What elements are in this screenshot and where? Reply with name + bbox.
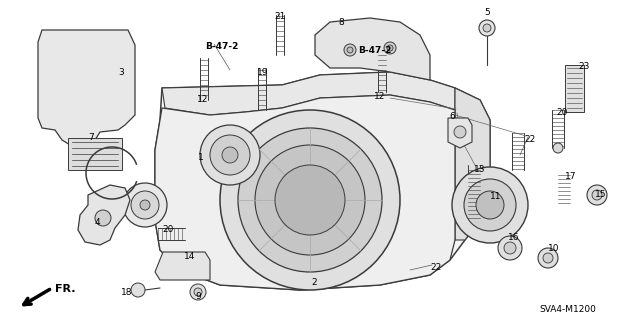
Circle shape xyxy=(592,190,602,200)
Circle shape xyxy=(543,253,553,263)
Circle shape xyxy=(464,179,516,231)
Circle shape xyxy=(454,126,466,138)
Polygon shape xyxy=(315,18,430,80)
Circle shape xyxy=(553,143,563,153)
Text: 7: 7 xyxy=(88,133,93,142)
Text: 13: 13 xyxy=(474,165,486,174)
Polygon shape xyxy=(448,118,472,148)
Circle shape xyxy=(483,24,491,32)
Text: 15: 15 xyxy=(595,190,607,199)
Circle shape xyxy=(452,167,528,243)
Text: 19: 19 xyxy=(257,68,269,77)
Circle shape xyxy=(476,191,504,219)
Circle shape xyxy=(131,191,159,219)
Text: B-47-2: B-47-2 xyxy=(358,46,392,55)
Circle shape xyxy=(194,288,202,296)
Text: 8: 8 xyxy=(338,18,344,27)
Circle shape xyxy=(479,20,495,36)
Circle shape xyxy=(95,210,111,226)
Text: 16: 16 xyxy=(508,233,520,242)
Text: 4: 4 xyxy=(95,218,100,227)
Text: 2: 2 xyxy=(311,278,317,287)
Text: 12: 12 xyxy=(374,92,385,101)
Polygon shape xyxy=(155,252,210,280)
Circle shape xyxy=(140,200,150,210)
Text: 21: 21 xyxy=(274,12,285,21)
Text: 18: 18 xyxy=(120,288,132,297)
Circle shape xyxy=(200,125,260,185)
Circle shape xyxy=(222,147,238,163)
Text: B-47-2: B-47-2 xyxy=(205,42,238,51)
Circle shape xyxy=(190,284,206,300)
Text: 22: 22 xyxy=(430,263,441,272)
Circle shape xyxy=(498,236,522,260)
Text: 5: 5 xyxy=(484,8,490,17)
Text: 10: 10 xyxy=(548,244,559,253)
Circle shape xyxy=(210,135,250,175)
Polygon shape xyxy=(455,88,490,240)
Text: 12: 12 xyxy=(197,95,209,104)
Text: 22: 22 xyxy=(524,135,535,144)
Text: 3: 3 xyxy=(118,68,124,77)
Polygon shape xyxy=(78,185,130,245)
Circle shape xyxy=(238,128,382,272)
Circle shape xyxy=(344,44,356,56)
Circle shape xyxy=(123,183,167,227)
Polygon shape xyxy=(162,72,455,115)
Polygon shape xyxy=(155,72,490,290)
Text: 1: 1 xyxy=(198,153,204,162)
Circle shape xyxy=(220,110,400,290)
Text: 23: 23 xyxy=(578,62,589,71)
Text: 6: 6 xyxy=(449,112,455,121)
Circle shape xyxy=(131,283,145,297)
Text: SVA4-M1200: SVA4-M1200 xyxy=(540,305,596,314)
Text: FR.: FR. xyxy=(55,284,76,294)
Polygon shape xyxy=(565,65,584,112)
Text: 11: 11 xyxy=(490,192,502,201)
Text: 17: 17 xyxy=(565,172,577,181)
Polygon shape xyxy=(68,138,122,170)
Polygon shape xyxy=(38,30,135,148)
Text: 20: 20 xyxy=(162,225,173,234)
Circle shape xyxy=(255,145,365,255)
Circle shape xyxy=(275,165,345,235)
Text: 9: 9 xyxy=(195,292,201,301)
Circle shape xyxy=(504,242,516,254)
Circle shape xyxy=(387,45,393,51)
Text: 20: 20 xyxy=(556,108,568,117)
Circle shape xyxy=(538,248,558,268)
Text: 14: 14 xyxy=(184,252,195,261)
Circle shape xyxy=(384,42,396,54)
Circle shape xyxy=(587,185,607,205)
Circle shape xyxy=(347,47,353,53)
Polygon shape xyxy=(155,95,455,290)
